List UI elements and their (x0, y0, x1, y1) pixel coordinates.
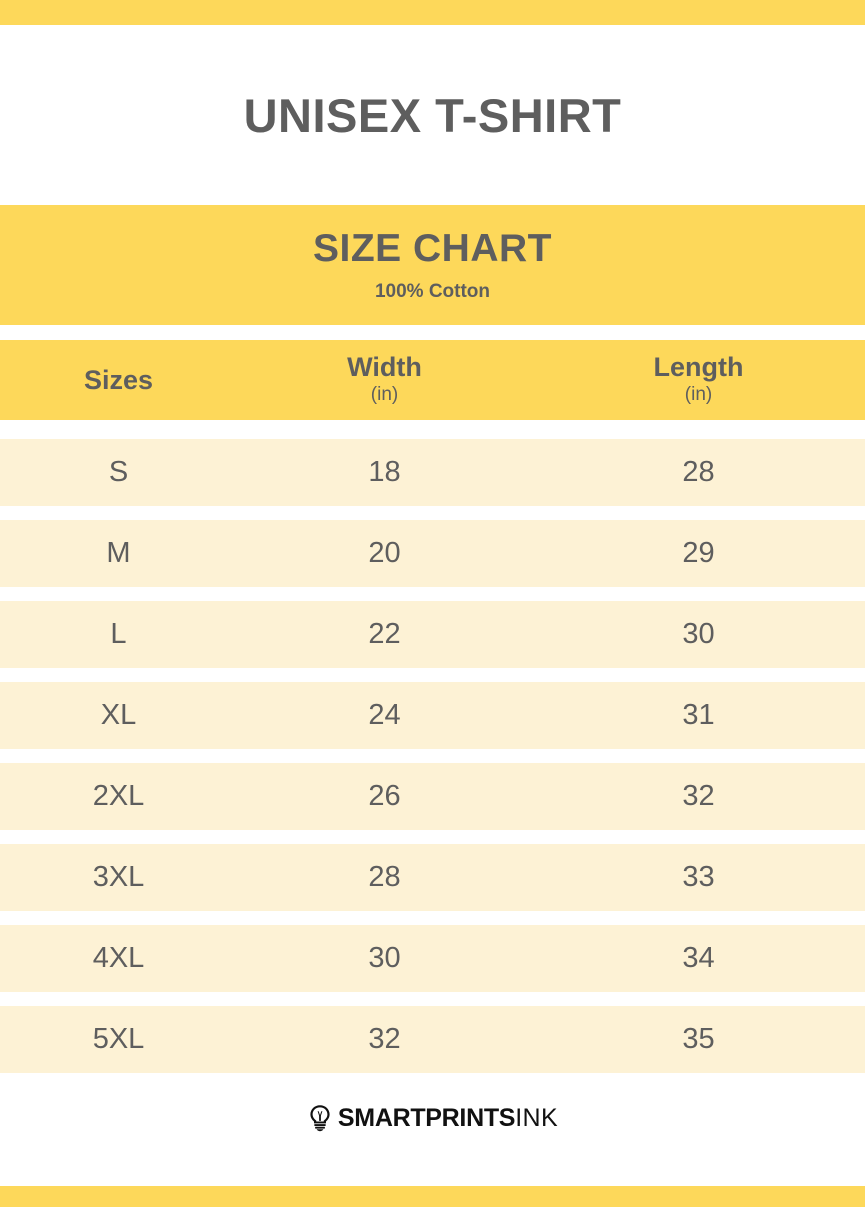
cell-width: 20 (237, 539, 532, 568)
cell-width-value: 20 (368, 537, 401, 569)
cell-length-value: 29 (682, 537, 715, 569)
cell-size-value: 2XL (92, 780, 145, 812)
cell-width: 24 (237, 701, 532, 730)
cell-length: 28 (532, 458, 865, 487)
cell-size: 2XL (0, 782, 237, 811)
cell-length: 32 (532, 782, 865, 811)
cell-size: XL (0, 701, 237, 730)
table-row: S 18 28 (0, 439, 865, 506)
column-header-width-label: Width (347, 352, 422, 383)
cell-size-value: S (108, 456, 129, 488)
cell-width-value: 28 (368, 861, 401, 893)
cell-width: 26 (237, 782, 532, 811)
brand-logo: SMARTPRINTS INK (0, 1098, 865, 1138)
cell-size: 4XL (0, 944, 237, 973)
product-title-region: UNISEX T-SHIRT (0, 25, 865, 205)
banner-subtitle: 100% Cotton (374, 281, 491, 302)
cell-length-value: 34 (682, 942, 715, 974)
cell-width: 22 (237, 620, 532, 649)
table-header-row: Sizes Width (in) Length (in) (0, 340, 865, 420)
lightbulb-icon (310, 1105, 330, 1132)
cell-length: 29 (532, 539, 865, 568)
cell-size: L (0, 620, 237, 649)
cell-width-value: 30 (368, 942, 401, 974)
page-title: UNISEX T-SHIRT (243, 88, 622, 142)
cell-width-value: 24 (368, 699, 401, 731)
cell-width: 32 (237, 1025, 532, 1054)
cell-length: 34 (532, 944, 865, 973)
cell-size-value: L (110, 618, 127, 650)
cell-length-value: 35 (682, 1023, 715, 1055)
cell-width: 28 (237, 863, 532, 892)
cell-length-value: 31 (682, 699, 715, 731)
cell-width: 30 (237, 944, 532, 973)
top-accent-bar (0, 0, 865, 25)
cell-length-value: 28 (682, 456, 715, 488)
column-header-length-label: Length (653, 352, 744, 383)
table-row: L 22 30 (0, 601, 865, 668)
table-row: 4XL 30 34 (0, 925, 865, 992)
cell-length: 30 (532, 620, 865, 649)
cell-length: 33 (532, 863, 865, 892)
cell-width: 18 (237, 458, 532, 487)
cell-length: 35 (532, 1025, 865, 1054)
cell-size-value: 4XL (92, 942, 145, 974)
cell-width-value: 22 (368, 618, 401, 650)
table-row: M 20 29 (0, 520, 865, 587)
cell-width-value: 26 (368, 780, 401, 812)
column-header-sizes-label: Sizes (83, 364, 154, 395)
cell-size: M (0, 539, 237, 568)
column-header-length-unit: (in) (684, 383, 713, 405)
bottom-accent-bar (0, 1186, 865, 1207)
cell-size-value: M (106, 537, 131, 569)
cell-width-value: 32 (368, 1023, 401, 1055)
column-header-width-unit: (in) (370, 383, 399, 405)
size-table: Sizes Width (in) Length (in) S 18 28 (0, 340, 865, 1087)
cell-width-value: 18 (368, 456, 401, 488)
table-row: 3XL 28 33 (0, 844, 865, 911)
cell-length-value: 30 (682, 618, 715, 650)
logo-primary-text: SMARTPRINTS (337, 1103, 516, 1132)
column-header-length: Length (in) (532, 353, 865, 406)
table-row: 5XL 32 35 (0, 1006, 865, 1073)
cell-length-value: 33 (682, 861, 715, 893)
cell-size: 3XL (0, 863, 237, 892)
cell-length: 31 (532, 701, 865, 730)
logo-secondary-text: INK (515, 1103, 559, 1132)
cell-size: 5XL (0, 1025, 237, 1054)
size-chart-banner: SIZE CHART 100% Cotton (0, 205, 865, 325)
banner-title: SIZE CHART (313, 227, 552, 270)
table-row: 2XL 26 32 (0, 763, 865, 830)
cell-size-value: 5XL (92, 1023, 145, 1055)
table-row: XL 24 31 (0, 682, 865, 749)
cell-size: S (0, 458, 237, 487)
cell-length-value: 32 (682, 780, 715, 812)
cell-size-value: XL (100, 699, 137, 731)
column-header-sizes: Sizes (0, 364, 237, 395)
column-header-width: Width (in) (237, 353, 532, 406)
cell-size-value: 3XL (92, 861, 145, 893)
